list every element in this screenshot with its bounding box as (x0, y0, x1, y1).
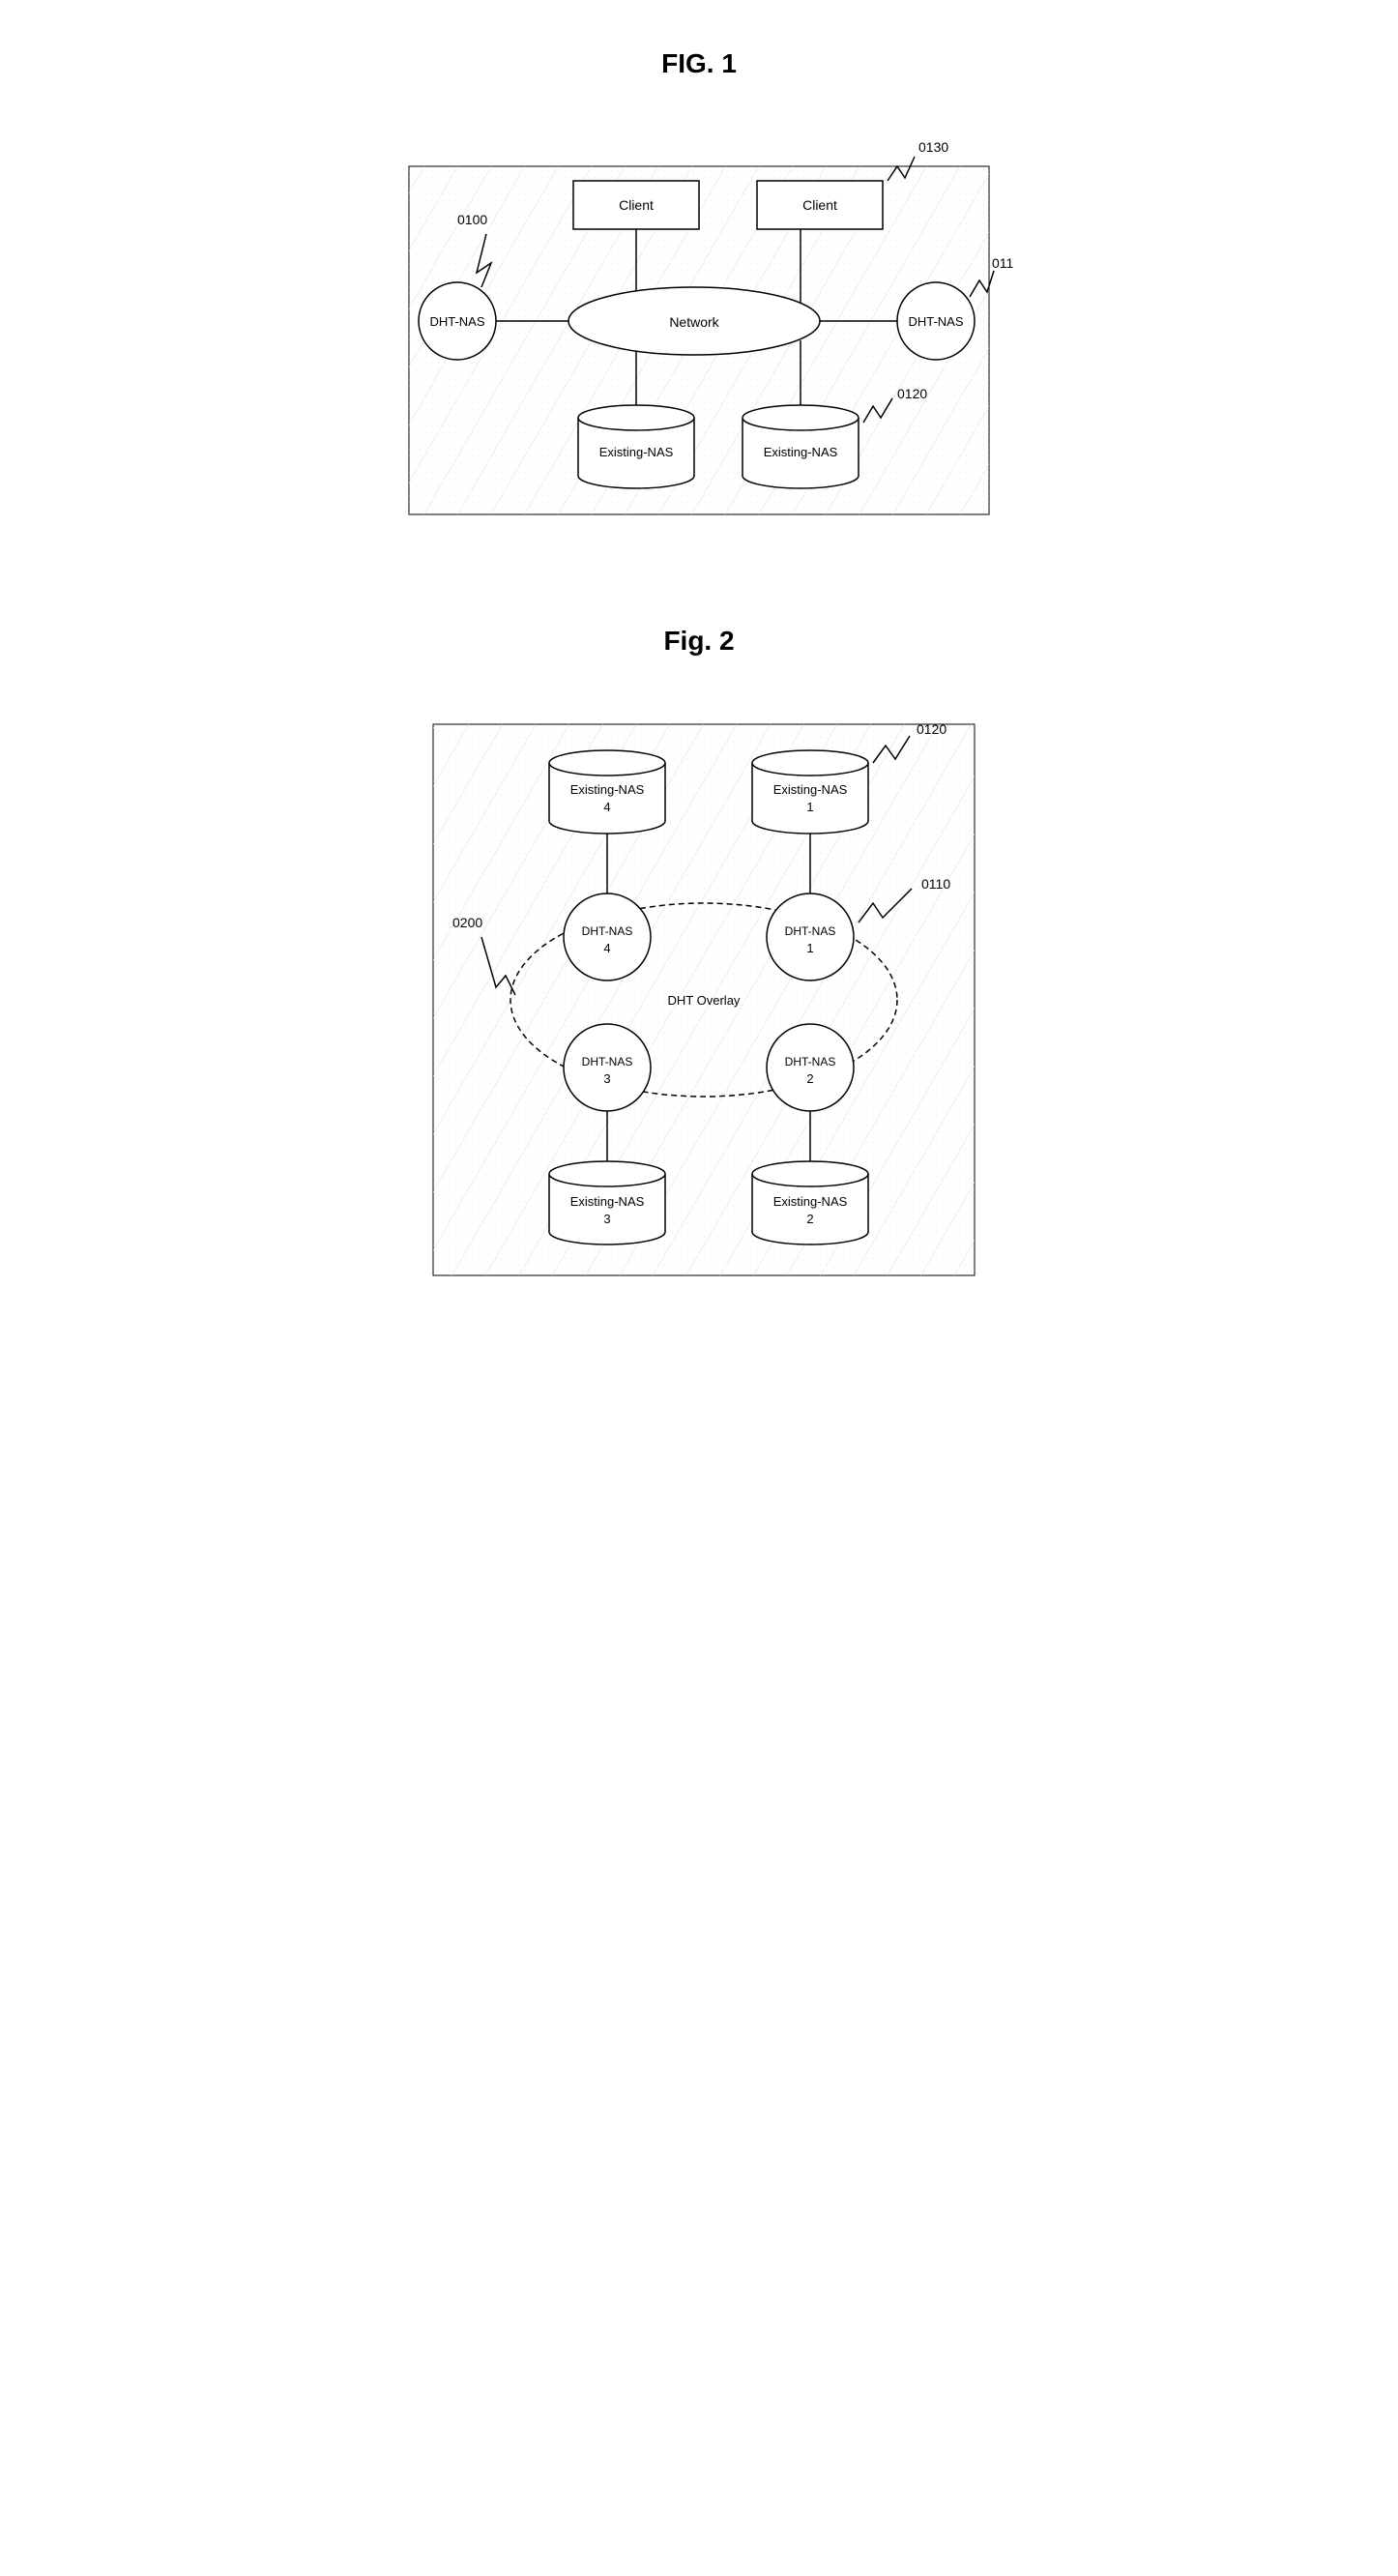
fig2-dht3-num: 3 (603, 1071, 610, 1086)
fig2-nas1-label: Existing-NAS (773, 782, 848, 797)
fig2-diagram: DHT Overlay Existing-NAS 4 Existing-NAS … (385, 695, 1013, 1300)
fig1-ref0120: 0120 (897, 386, 927, 401)
fig2-nas2-label: Existing-NAS (773, 1194, 848, 1209)
fig2-nas1-num: 1 (806, 800, 813, 814)
fig1-title: FIG. 1 (661, 48, 737, 79)
fig2-ref0110: 0110 (921, 876, 950, 892)
fig2-nas2-num: 2 (806, 1212, 813, 1226)
fig2-title: Fig. 2 (663, 626, 734, 657)
fig2-overlay-label: DHT Overlay (668, 993, 741, 1008)
fig2-nas3-label: Existing-NAS (570, 1194, 645, 1209)
fig2-dht4-num: 4 (603, 941, 610, 955)
fig2-dht2-label: DHT-NAS (785, 1055, 836, 1068)
fig2-dht3-label: DHT-NAS (582, 1055, 633, 1068)
fig2-ref0200: 0200 (452, 915, 482, 930)
fig2-dht1-num: 1 (806, 941, 813, 955)
fig2-dht2-num: 2 (806, 1071, 813, 1086)
fig2-ref0120: 0120 (917, 721, 947, 737)
fig1-client1-label: Client (619, 197, 654, 213)
fig2-nas4-label: Existing-NAS (570, 782, 645, 797)
fig2-nas3-num: 3 (603, 1212, 610, 1226)
fig1-dhtnas2-label: DHT-NAS (908, 314, 963, 329)
fig1-client2-label: Client (802, 197, 837, 213)
fig1-ref0100: 0100 (457, 212, 487, 227)
fig1-nas2-label: Existing-NAS (764, 445, 838, 459)
fig1-dhtnas1-label: DHT-NAS (429, 314, 484, 329)
fig2-dht4-label: DHT-NAS (582, 924, 633, 938)
fig2-dht1-label: DHT-NAS (785, 924, 836, 938)
fig1-ref0130: 0130 (918, 139, 948, 155)
fig1-network-label: Network (669, 314, 719, 330)
fig1-diagram: Client Client Network DHT-NAS DHT-NAS Ex… (385, 118, 1013, 548)
fig1-nas1-label: Existing-NAS (599, 445, 674, 459)
fig2-nas4-num: 4 (603, 800, 610, 814)
fig1-ref0110: 0110 (992, 255, 1013, 271)
